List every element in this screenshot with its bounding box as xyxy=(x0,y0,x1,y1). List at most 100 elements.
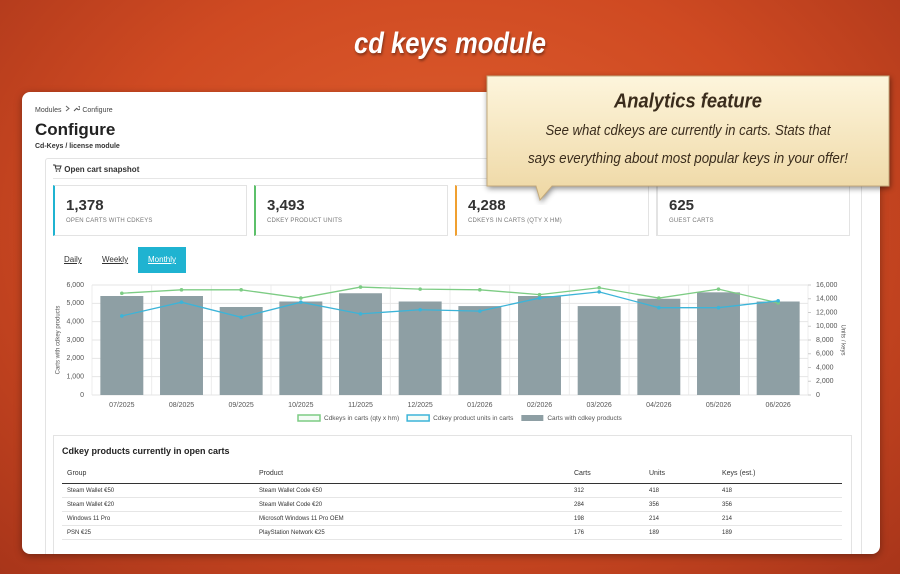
legend-label: Cdkeys in carts (qty x hm) xyxy=(324,415,399,422)
table-cell: PSN €25 xyxy=(62,525,254,540)
table-cell: 356 xyxy=(717,497,842,512)
y2-tick-label: 10,000 xyxy=(816,323,838,330)
table-header: Group Product Carts Units Keys (est.) xyxy=(62,464,842,484)
point xyxy=(179,288,184,292)
point xyxy=(358,285,363,289)
breadcrumb-separator xyxy=(66,105,71,112)
tab[interactable]: Weekly xyxy=(102,255,129,264)
point xyxy=(716,305,721,310)
x-tick-label: 11/2025 xyxy=(348,402,373,409)
column-header: Units xyxy=(644,464,717,484)
table-cell: 176 xyxy=(569,525,644,540)
point xyxy=(239,288,243,292)
header: cd keys module xyxy=(354,27,546,60)
point xyxy=(299,300,303,304)
table-title: Cdkey products currently in open carts xyxy=(62,446,230,456)
table-body: Steam Wallet €50 Steam Wallet Code €50 312… xyxy=(62,483,842,540)
point xyxy=(597,290,601,294)
y2-tick-label: 8,000 xyxy=(816,337,834,344)
y2-axis-title: Units / keys xyxy=(839,324,845,355)
x-tick-label: 01/2026 xyxy=(467,402,492,409)
line xyxy=(121,291,779,318)
breadcrumb-item[interactable]: Modules xyxy=(35,107,62,114)
x-tick-label: 04/2026 xyxy=(646,402,671,409)
y2-tick-label: 6,000 xyxy=(816,351,834,358)
point xyxy=(716,287,721,291)
table-cell: Steam Wallet Code €20 xyxy=(254,497,569,512)
column-header: Keys (est.) xyxy=(717,464,842,484)
kpi-value: 3,493 xyxy=(267,197,305,214)
table-cell: PlayStation Network €25 xyxy=(254,525,569,540)
y2-tick-label: 16,000 xyxy=(816,282,838,289)
kpi-card: 3,493 CDKEY PRODUCT UNITS xyxy=(254,185,448,236)
kpi-value: 4,288 xyxy=(468,197,506,214)
y-tick-label: 1,000 xyxy=(66,374,84,381)
kpi-value: 1,378 xyxy=(66,197,104,214)
page-title: Configure xyxy=(35,120,116,139)
table-cell: Steam Wallet €50 xyxy=(62,483,254,498)
tab[interactable]: Monthly xyxy=(138,247,187,273)
bar xyxy=(219,307,263,395)
cart-icon xyxy=(53,164,62,172)
point xyxy=(537,296,542,300)
y2-tick-label: 4,000 xyxy=(816,364,834,371)
tab[interactable]: Daily xyxy=(64,255,82,264)
point xyxy=(120,314,124,318)
bar xyxy=(279,301,323,395)
kpi-card: 1,378 OPEN CARTS WITH CDKEYS xyxy=(53,185,247,236)
callout: Analytics feature See what cdkeys are cu… xyxy=(486,75,890,202)
legend-swatch xyxy=(297,414,321,422)
column-header: Carts xyxy=(569,464,644,484)
point xyxy=(478,309,482,313)
table-cell: Microsoft Windows 11 Pro OEM xyxy=(254,511,569,526)
bar xyxy=(518,296,561,395)
y-tick-label: 6,000 xyxy=(66,282,84,289)
wrench-icon xyxy=(74,106,82,112)
y-tick-label: 2,000 xyxy=(66,355,84,362)
point xyxy=(657,296,661,300)
legend-swatch xyxy=(406,414,430,422)
bar xyxy=(100,296,144,395)
table: Group Product Carts Units Keys (est.) Steam … xyxy=(62,464,842,540)
table-cell: Windows 11 Pro xyxy=(62,511,254,526)
y-axis-title: Carts with cdkey products xyxy=(56,306,62,375)
point xyxy=(239,315,243,320)
table-row: PSN €25 PlayStation Network €25 176 189 189 xyxy=(62,525,842,540)
line xyxy=(121,286,779,304)
kpi-label: CDKEY PRODUCT UNITS xyxy=(267,218,343,224)
table-cell: 418 xyxy=(717,483,842,498)
y-tick-label: 3,000 xyxy=(66,337,84,344)
table-row: Windows 11 Pro Microsoft Windows 11 Pro O… xyxy=(62,511,842,526)
breadcrumb[interactable]: Modules Configure xyxy=(35,105,113,114)
table-cell: 189 xyxy=(717,525,842,540)
y2-tick-label: 2,000 xyxy=(816,378,834,385)
table-cell: 356 xyxy=(644,497,717,512)
y2-tick-label: 0 xyxy=(816,392,820,399)
section-title: Open cart snapshot xyxy=(53,164,139,174)
x-tick-label: 08/2025 xyxy=(169,402,194,409)
card xyxy=(45,158,862,554)
kpi-value: 625 xyxy=(669,197,695,214)
x-tick-label: 05/2026 xyxy=(706,402,731,409)
point xyxy=(120,291,124,296)
y2-tick-label: 14,000 xyxy=(816,296,838,303)
breadcrumb-item[interactable]: Configure xyxy=(82,107,113,114)
point xyxy=(179,300,184,304)
point xyxy=(358,312,363,316)
y-tick-label: 5,000 xyxy=(66,300,84,307)
table-row: Steam Wallet €20 Steam Wallet Code €20 284… xyxy=(62,497,842,512)
table-cell: Steam Wallet €20 xyxy=(62,497,254,512)
legend-label: Cdkey product units in carts xyxy=(433,415,514,422)
callout-title: Analytics feature xyxy=(613,90,762,112)
point xyxy=(299,296,303,300)
point xyxy=(657,305,661,310)
x-tick-label: 07/2025 xyxy=(109,402,134,409)
y2-tick-label: 12,000 xyxy=(816,309,838,316)
y-tick-label: 0 xyxy=(80,392,84,399)
point xyxy=(776,299,780,303)
table-card: Cdkey products currently in open carts G… xyxy=(53,435,852,554)
header-title: cd keys module xyxy=(354,27,546,60)
table-cell: 198 xyxy=(569,511,644,526)
divider xyxy=(53,178,850,179)
